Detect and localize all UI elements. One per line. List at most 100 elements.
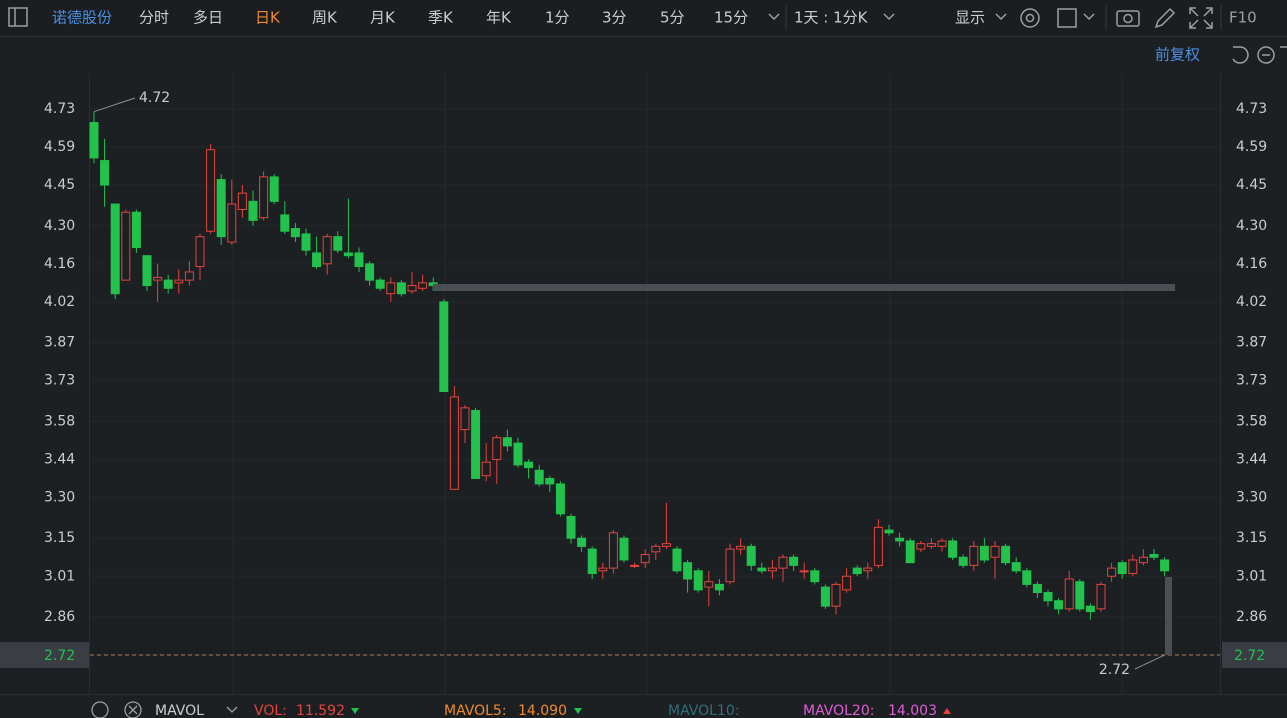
candle-body <box>492 437 502 460</box>
candle-body <box>449 396 459 490</box>
camera-lens <box>1123 13 1133 24</box>
mavol5-value: 14.090 <box>518 703 567 718</box>
f10-button[interactable]: F10 <box>1229 9 1257 27</box>
vol-label: VOL: <box>254 703 287 718</box>
candle-body <box>948 540 958 558</box>
y-tick-label-right: 2.86 <box>1236 609 1267 625</box>
candle-body <box>206 149 216 232</box>
period-tab[interactable]: 月K <box>370 9 396 27</box>
candle-body <box>651 545 661 553</box>
pencil-icon[interactable] <box>1154 7 1176 29</box>
candle-body <box>312 252 322 268</box>
settings-icon-core <box>1025 13 1035 23</box>
candle-body <box>280 214 290 232</box>
candle-body <box>863 567 873 572</box>
candle-body <box>142 255 152 287</box>
candle-body <box>1022 570 1032 585</box>
candle-body <box>746 545 756 566</box>
sidebar-toggle[interactable] <box>8 7 28 27</box>
y-tick-label: 4.16 <box>44 256 75 272</box>
indicator-settings[interactable] <box>91 701 109 718</box>
candle-body <box>365 263 375 281</box>
candle-body <box>418 282 428 289</box>
candle-body <box>895 537 905 542</box>
candle-body <box>471 410 481 479</box>
candle-body <box>333 236 343 251</box>
price-box-left <box>0 642 89 669</box>
adjust-mode[interactable]: 前复权 <box>1155 46 1200 64</box>
candle-body <box>184 271 194 281</box>
chevron[interactable] <box>883 13 895 21</box>
fullscreen-icon[interactable] <box>1189 7 1213 29</box>
period-tab[interactable]: 5分 <box>660 9 685 27</box>
stock-name[interactable]: 诺德股份 <box>52 9 112 27</box>
candle-body <box>672 548 682 572</box>
chevron[interactable] <box>995 13 1007 21</box>
candle-body <box>937 540 947 547</box>
candle-body <box>534 469 544 485</box>
chevron[interactable] <box>768 13 780 21</box>
y-tick-label: 4.02 <box>44 294 75 310</box>
display-menu[interactable]: 显示 <box>955 9 985 27</box>
y-tick-label: 4.59 <box>44 139 75 155</box>
candle-body <box>661 543 671 547</box>
candle-body <box>757 567 767 572</box>
drawn-horizontal-line[interactable] <box>433 284 1175 291</box>
period-tab[interactable]: 周K <box>312 9 338 27</box>
candle-body <box>852 567 862 575</box>
checkbox-icon[interactable] <box>1057 8 1077 28</box>
candle-body <box>1011 562 1021 572</box>
period-tab[interactable]: 3分 <box>602 9 627 27</box>
period-tab[interactable]: 1分 <box>545 9 570 27</box>
indicator-name[interactable]: MAVOL <box>155 703 204 718</box>
candle-body <box>354 252 364 268</box>
candle-body <box>195 236 205 268</box>
period-tab[interactable]: 日K <box>255 9 281 27</box>
candle-body <box>153 276 163 281</box>
candle-body <box>1107 567 1117 577</box>
settings-icon[interactable] <box>1020 8 1040 28</box>
indicator-close[interactable] <box>124 701 142 718</box>
candle-body <box>1032 583 1042 594</box>
toolbar-bg <box>0 0 1287 36</box>
candle-body <box>407 285 417 292</box>
y-tick-label-right: 3.30 <box>1236 489 1267 505</box>
candle-body <box>248 200 258 221</box>
down-arrow <box>351 708 359 714</box>
candle-body <box>842 575 852 591</box>
y-tick-label: 3.30 <box>44 489 75 505</box>
period-tab[interactable]: 多日 <box>193 9 223 27</box>
chevron[interactable] <box>1083 13 1095 21</box>
range-select[interactable]: 1天 : 1分K <box>794 9 869 27</box>
candle-body <box>799 570 809 573</box>
chevron[interactable] <box>226 706 238 713</box>
plot: 4.73 4.73 4.59 4.59 4.45 4.45 4.30 4.30 4.16 4.16… <box>0 90 1287 678</box>
period-tab[interactable]: 分时 <box>139 9 169 27</box>
candle-body <box>1075 581 1085 610</box>
period-tab[interactable]: 季K <box>428 9 454 27</box>
min-marker-line <box>1134 654 1165 670</box>
y-tick-label: 3.87 <box>44 335 75 351</box>
period-tabs: 分时 多日 日K 周K 月K 季K 年K 1分 3分 5分 15分 <box>139 9 748 27</box>
max-marker-line <box>93 97 136 113</box>
candle-body <box>502 437 512 447</box>
price-label-left: 2.72 <box>44 648 75 664</box>
reset-icon[interactable] <box>1232 46 1249 64</box>
period-tab[interactable]: 年K <box>486 9 512 27</box>
candle-body <box>174 279 184 284</box>
drawn-vertical-line[interactable] <box>1165 577 1172 655</box>
candle-body <box>1085 605 1095 613</box>
candle-body <box>683 562 693 580</box>
zoom-out-icon[interactable] <box>1257 46 1275 64</box>
y-tick-label-right: 3.15 <box>1236 530 1267 546</box>
candle-body <box>513 442 523 466</box>
mavol20-label: MAVOL20: <box>803 703 874 718</box>
candle-body <box>608 532 618 569</box>
candle-body <box>714 583 724 591</box>
period-tab[interactable]: 15分 <box>714 9 748 27</box>
candle-body <box>619 537 629 561</box>
camera-icon[interactable] <box>1116 10 1140 27</box>
candle-body <box>1160 559 1170 572</box>
candle-body <box>555 483 565 515</box>
vol-value: 11.592 <box>296 703 345 718</box>
